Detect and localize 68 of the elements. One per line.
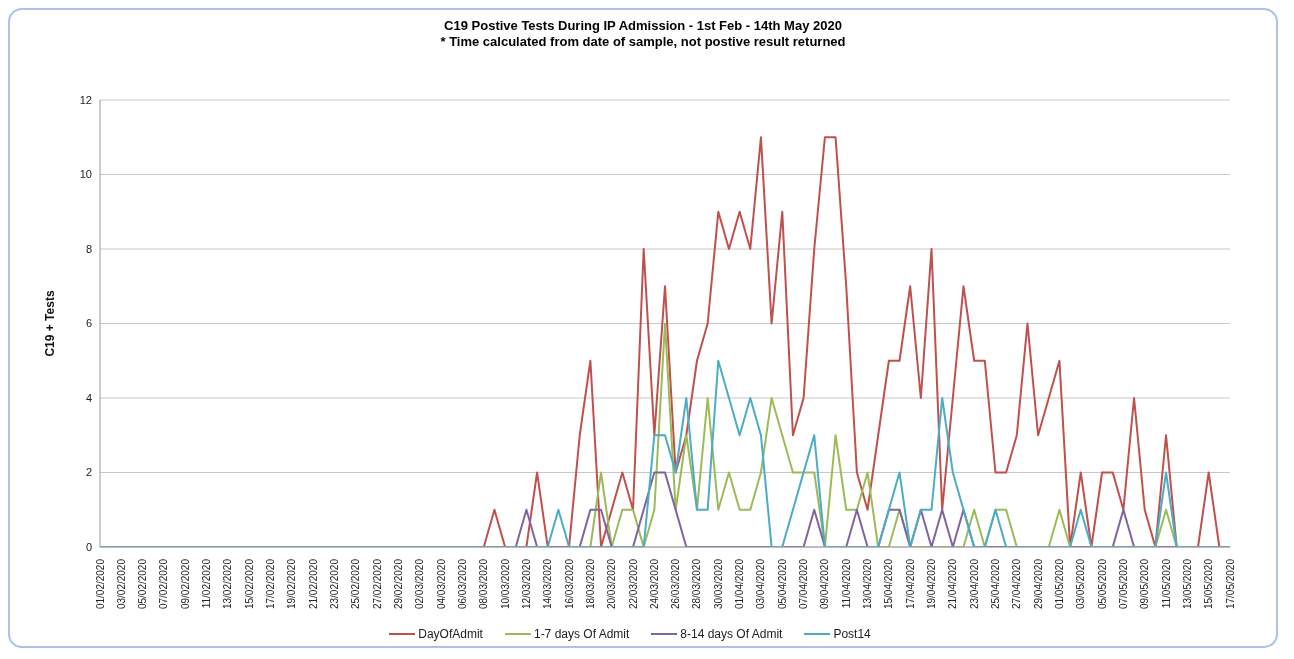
x-tick-label: 13/04/2020 bbox=[862, 558, 874, 610]
x-tick-label: 19/02/2020 bbox=[286, 558, 298, 610]
x-tick-label: 09/05/2020 bbox=[1139, 558, 1151, 610]
x-tick-label: 03/04/2020 bbox=[755, 558, 767, 610]
x-tick-label: 11/02/2020 bbox=[201, 558, 213, 609]
y-tick-label: 8 bbox=[85, 242, 92, 255]
chart-title: C19 Postive Tests During IP Admission - 1st Feb - 14th May 2020 bbox=[443, 18, 843, 34]
x-tick-label: 29/04/2020 bbox=[1032, 558, 1044, 610]
x-tick-label: 21/04/2020 bbox=[947, 558, 959, 610]
x-tick-label: 18/03/2020 bbox=[584, 558, 596, 610]
x-tick-label: 06/03/2020 bbox=[456, 558, 468, 610]
x-tick-label: 22/03/2020 bbox=[627, 558, 639, 610]
x-tick-label: 14/03/2020 bbox=[542, 558, 554, 610]
x-tick-label: 12/03/2020 bbox=[520, 558, 532, 610]
x-tick-label: 20/03/2020 bbox=[606, 558, 618, 610]
x-tick-label: 07/02/2020 bbox=[158, 558, 170, 610]
x-tick-label: 21/02/2020 bbox=[307, 558, 319, 610]
x-tick-label: 24/03/2020 bbox=[648, 558, 660, 610]
x-tick-label: 03/02/2020 bbox=[115, 558, 127, 610]
x-tick-label: 30/03/2020 bbox=[712, 558, 724, 610]
x-tick-label: 13/05/2020 bbox=[1181, 558, 1193, 610]
x-tick-label: 16/03/2020 bbox=[563, 558, 575, 610]
y-tick-label: 2 bbox=[85, 466, 92, 479]
x-tick-label: 11/04/2020 bbox=[840, 558, 852, 609]
y-tick-label: 6 bbox=[85, 317, 92, 330]
y-axis-title: C19 + Tests bbox=[43, 290, 58, 357]
x-tick-label: 07/05/2020 bbox=[1117, 558, 1129, 610]
x-tick-label: 15/02/2020 bbox=[243, 558, 255, 610]
x-tick-label: 09/04/2020 bbox=[819, 558, 831, 610]
x-tick-label: 23/02/2020 bbox=[329, 558, 341, 610]
y-tick-label: 10 bbox=[79, 168, 92, 181]
x-tick-label: 29/02/2020 bbox=[392, 558, 404, 610]
x-tick-label: 15/05/2020 bbox=[1203, 558, 1215, 610]
legend-label: DayOfAdmit bbox=[418, 627, 483, 641]
x-tick-label: 13/02/2020 bbox=[222, 558, 234, 610]
chart-subtitle: * Time calculated from date of sample, not postive result returned bbox=[439, 34, 847, 50]
x-tick-label: 02/03/2020 bbox=[414, 558, 426, 610]
y-tick-label: 12 bbox=[79, 93, 92, 106]
x-tick-label: 05/04/2020 bbox=[776, 558, 788, 610]
x-tick-label: 04/03/2020 bbox=[435, 558, 447, 610]
x-tick-label: 25/02/2020 bbox=[350, 558, 362, 610]
x-tick-label: 27/02/2020 bbox=[371, 558, 383, 610]
x-tick-label: 08/03/2020 bbox=[478, 558, 490, 610]
legend-label: 8-14 days Of Admit bbox=[680, 627, 783, 641]
x-tick-label: 27/04/2020 bbox=[1011, 558, 1023, 610]
x-tick-label: 01/05/2020 bbox=[1053, 558, 1065, 610]
x-tick-label: 09/02/2020 bbox=[179, 558, 191, 610]
x-tick-label: 25/04/2020 bbox=[989, 558, 1001, 610]
x-tick-label: 28/03/2020 bbox=[691, 558, 703, 610]
x-tick-label: 26/03/2020 bbox=[670, 558, 682, 610]
x-tick-label: 01/02/2020 bbox=[94, 558, 106, 610]
x-tick-label: 05/05/2020 bbox=[1096, 558, 1108, 610]
x-tick-label: 17/05/2020 bbox=[1224, 558, 1236, 610]
x-tick-label: 17/04/2020 bbox=[904, 558, 916, 610]
y-tick-label: 4 bbox=[85, 391, 92, 404]
x-tick-label: 15/04/2020 bbox=[883, 558, 895, 610]
legend-label: 1-7 days Of Admit bbox=[533, 627, 630, 641]
x-tick-label: 05/02/2020 bbox=[137, 558, 149, 610]
y-tick-label: 0 bbox=[85, 540, 92, 553]
x-tick-label: 10/03/2020 bbox=[499, 558, 511, 610]
x-tick-label: 07/04/2020 bbox=[798, 558, 810, 610]
x-tick-label: 23/04/2020 bbox=[968, 558, 980, 610]
legend-label: Post14 bbox=[833, 627, 871, 641]
x-tick-label: 19/04/2020 bbox=[926, 558, 938, 610]
x-tick-label: 03/05/2020 bbox=[1075, 558, 1087, 610]
x-tick-label: 11/05/2020 bbox=[1160, 558, 1172, 609]
x-tick-label: 01/04/2020 bbox=[734, 558, 746, 610]
x-tick-label: 17/02/2020 bbox=[265, 558, 277, 610]
